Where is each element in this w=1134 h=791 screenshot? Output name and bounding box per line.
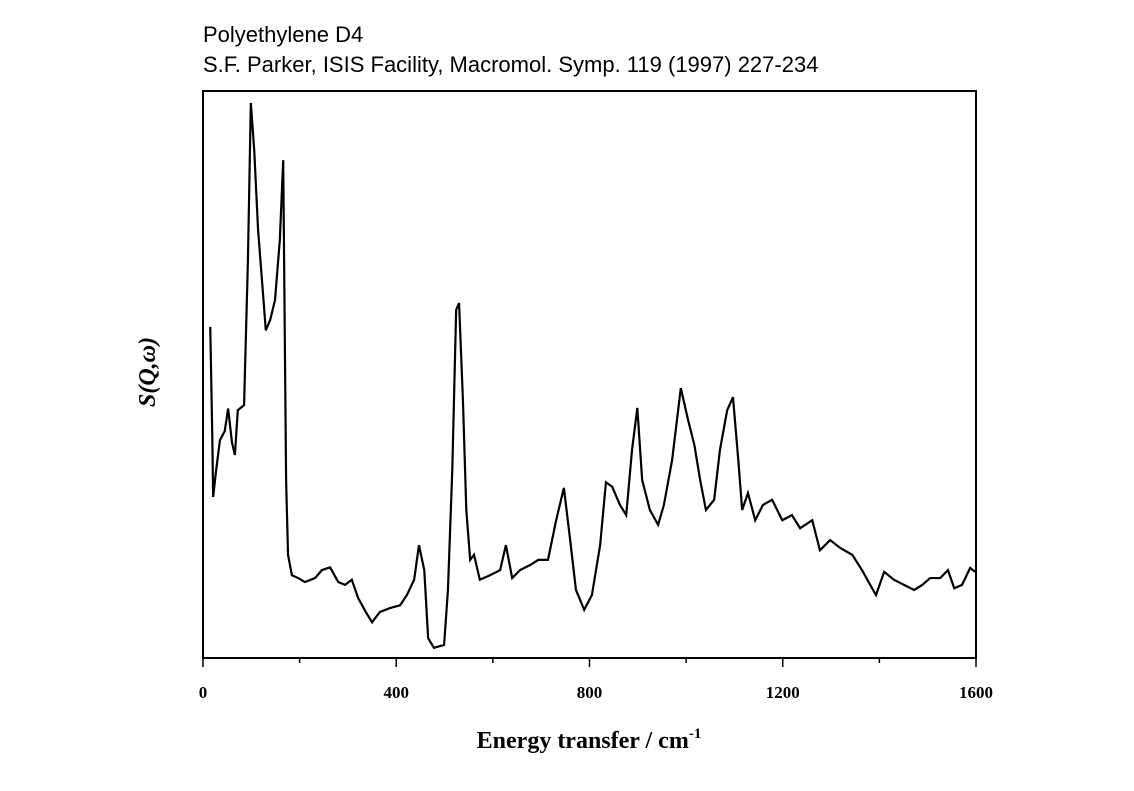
chart-title: Polyethylene D4	[203, 22, 363, 47]
y-axis-label: S(Q,ω)	[135, 337, 161, 407]
x-tick-label: 800	[577, 683, 603, 702]
x-tick-label: 0	[199, 683, 208, 702]
x-axis-label: Energy transfer / cm-1	[477, 726, 702, 754]
chart-subtitle: S.F. Parker, ISIS Facility, Macromol. Sy…	[203, 52, 818, 77]
x-axis-label-sup: -1	[689, 726, 702, 742]
x-tick-label: 1600	[959, 683, 993, 702]
x-axis-label-text: Energy transfer / cm	[477, 728, 689, 754]
x-tick-label: 1200	[766, 683, 800, 702]
data-line	[209, 102, 976, 650]
x-tick-label: 400	[384, 683, 410, 702]
